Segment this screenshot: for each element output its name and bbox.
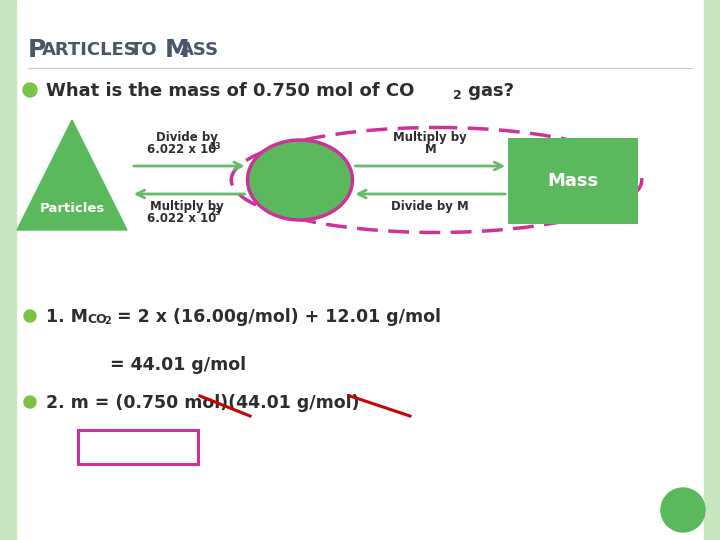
Text: Divide by M: Divide by M [392,200,469,213]
Text: CO: CO [87,313,107,326]
Text: Mass: Mass [547,172,598,190]
Ellipse shape [248,140,353,220]
Circle shape [661,488,705,532]
Text: Moles: Moles [273,171,328,189]
Text: = 2 x (16.00g/mol) + 12.01 g/mol: = 2 x (16.00g/mol) + 12.01 g/mol [111,308,441,326]
Bar [0,0,16,540]
Text: = 33.0g: = 33.0g [100,438,176,456]
Bar [508,138,638,224]
Text: 6.022 x 10: 6.022 x 10 [147,143,216,156]
Text: 6.022 x 10: 6.022 x 10 [147,212,216,225]
Text: Divide by: Divide by [156,131,218,144]
Text: What is the mass of 0.750 mol of CO: What is the mass of 0.750 mol of CO [46,82,415,100]
Text: gas?: gas? [462,82,514,100]
Circle shape [24,396,36,408]
Circle shape [23,83,37,97]
Text: 2. m = (0.750 mol)(44.01 g/mol): 2. m = (0.750 mol)(44.01 g/mol) [46,394,359,412]
Text: TO: TO [130,41,158,59]
Text: ASS: ASS [180,41,219,59]
Text: Multiply by: Multiply by [393,131,467,144]
Text: 23: 23 [210,142,221,151]
Text: 1. M: 1. M [46,308,88,326]
Text: P: P [28,38,46,62]
Polygon shape [17,120,127,230]
Text: Particles: Particles [40,201,104,214]
Text: 2: 2 [453,89,462,102]
Text: M: M [165,38,190,62]
Text: = 44.01 g/mol: = 44.01 g/mol [110,356,246,374]
Text: Multiply by: Multiply by [150,200,224,213]
Text: 23: 23 [210,208,221,217]
Text: M: M [424,143,436,156]
Bar [704,0,720,540]
Text: ARTICLES: ARTICLES [42,41,138,59]
Text: 2: 2 [104,316,111,326]
FancyBboxPatch shape [78,430,198,464]
Circle shape [24,310,36,322]
